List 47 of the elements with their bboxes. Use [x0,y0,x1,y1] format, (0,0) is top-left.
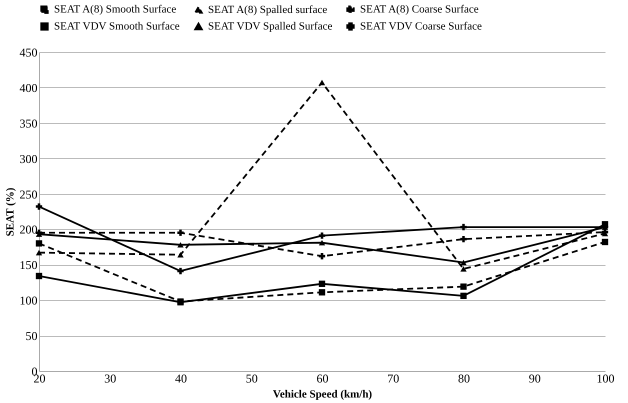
point [318,232,326,239]
point [36,250,42,256]
point [318,289,326,296]
point [460,283,467,290]
x-axis-title: Vehicle Speed (km/h) [272,388,372,400]
legend-label: SEAT A(8) Smooth Surface [54,4,176,16]
point [36,203,42,210]
y-tick-label: 200 [20,222,38,237]
x-tick-label: 40 [175,372,187,386]
y-tick-label: 350 [20,116,38,130]
y-tick-label: 150 [20,258,38,272]
point [177,268,184,274]
point [318,80,326,86]
x-tick-label: 60 [316,372,328,386]
point [177,230,184,236]
point [460,224,467,230]
point [460,266,467,272]
legend-label: SEAT VDV Spalled Surface [208,20,332,32]
legend-label: SEAT VDV Smooth Surface [54,20,180,32]
point [318,240,326,246]
point [36,272,42,280]
point [602,238,608,246]
y-tick-label: 100 [20,294,38,308]
legend-label: SEAT VDV Coarse Surface [360,20,482,32]
y-tick-label: 400 [20,80,38,95]
x-tick-label: 30 [104,372,116,386]
y-tick-label: 50 [26,329,38,344]
point [318,280,326,287]
point [177,252,184,258]
legend-label: SEAT A(8) Spalled surface [208,4,328,16]
y-tick-label: 450 [20,46,38,60]
point [177,242,184,248]
y-tick-label: 250 [20,187,38,202]
point [460,236,467,242]
y-tick-label: 300 [20,152,38,166]
x-tick-label: 90 [528,372,541,386]
point [318,253,326,260]
point [460,260,467,266]
x-tick-label: 70 [387,372,400,386]
x-tick-label: 80 [458,372,470,386]
point [36,240,42,247]
legend-label: SEAT A(8) Coarse Surface [360,4,479,16]
point [460,292,467,300]
x-tick-label: 100 [596,372,614,386]
y-tick-label: 0 [32,364,38,378]
y-axis-title: SEAT (%) [4,187,16,236]
x-tick-label: 50 [246,372,258,386]
